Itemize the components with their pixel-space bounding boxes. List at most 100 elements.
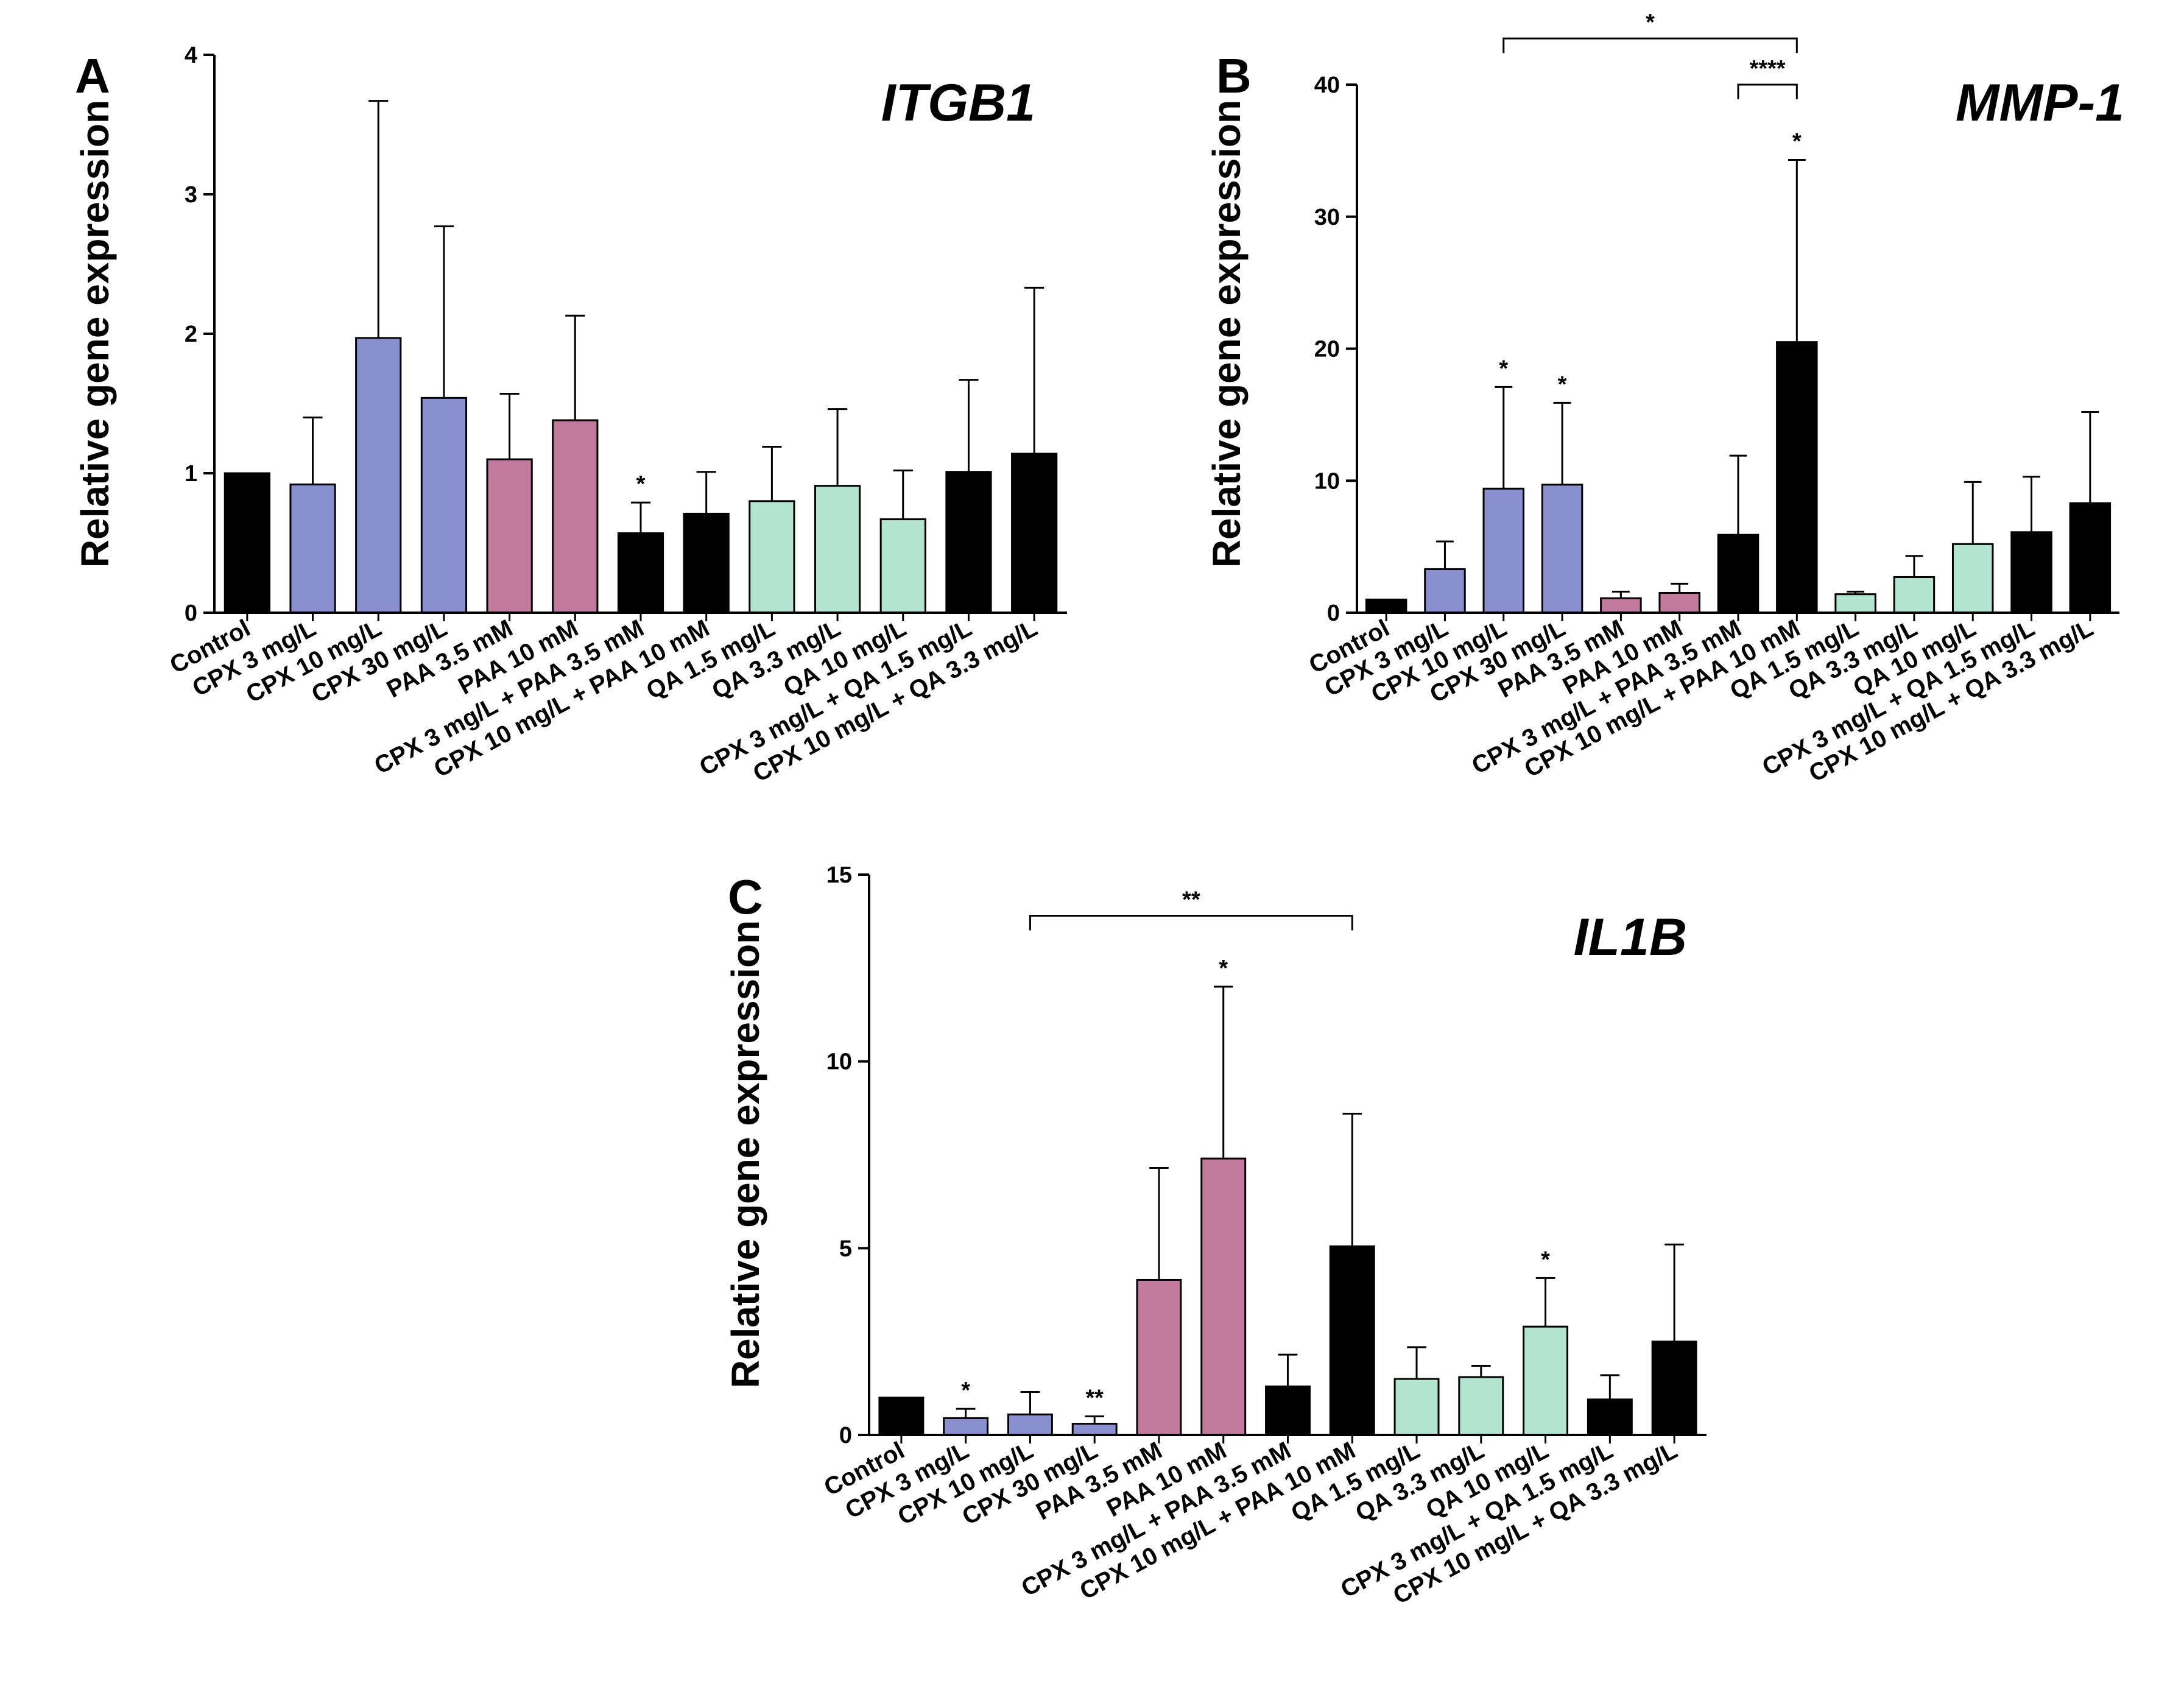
bar xyxy=(1329,1245,1375,1436)
chart-title: MMP-1 xyxy=(1956,74,2124,132)
bar xyxy=(1007,1413,1053,1436)
bar xyxy=(1424,568,1466,614)
y-axis-title: Relative gene expression xyxy=(73,100,117,568)
error-bar xyxy=(1436,540,1454,569)
error-bar xyxy=(630,501,651,534)
error-bar xyxy=(1149,1166,1169,1280)
significance-marker: * xyxy=(1558,372,1567,397)
error-bar xyxy=(2081,411,2099,504)
bar xyxy=(1265,1385,1311,1436)
error-bar xyxy=(1664,1243,1684,1342)
bar xyxy=(1393,1378,1440,1436)
bar xyxy=(486,458,533,614)
y-tick-label: 1 xyxy=(185,461,197,487)
error-bar xyxy=(1342,1113,1362,1247)
y-tick-label: 0 xyxy=(839,1423,852,1448)
error-bar xyxy=(499,392,520,460)
error-bar xyxy=(1024,286,1044,454)
error-bar xyxy=(1788,159,1806,342)
bar xyxy=(1776,341,1818,614)
bar xyxy=(355,337,402,614)
error-bar xyxy=(1847,590,1865,594)
bar xyxy=(420,397,468,614)
bar xyxy=(1458,1376,1504,1436)
y-tick-label: 15 xyxy=(826,862,852,888)
error-bar xyxy=(1278,1353,1298,1387)
y-axis-title: Relative gene expression xyxy=(724,920,767,1388)
error-bar xyxy=(1020,1391,1040,1415)
bar xyxy=(1365,598,1407,614)
panel-letter: A xyxy=(75,49,110,103)
bar xyxy=(1011,453,1058,614)
bar xyxy=(1071,1423,1118,1436)
y-tick-label: 0 xyxy=(1327,601,1340,626)
y-tick-label: 40 xyxy=(1314,72,1340,98)
error-bar xyxy=(1671,582,1689,593)
bracket-label: * xyxy=(1646,10,1655,35)
error-bar xyxy=(1535,1277,1555,1327)
bar xyxy=(1651,1341,1697,1436)
bar xyxy=(1200,1157,1247,1436)
error-bar xyxy=(565,314,585,420)
y-tick-label: 0 xyxy=(185,601,197,626)
panel-letter: B xyxy=(1216,49,1252,103)
bar xyxy=(1893,576,1936,614)
error-bar xyxy=(1213,985,1233,1159)
bar xyxy=(1541,484,1583,614)
significance-marker: * xyxy=(1219,956,1228,981)
bar xyxy=(1717,534,1760,614)
bar xyxy=(1951,543,1994,614)
y-tick-label: 10 xyxy=(826,1049,852,1075)
error-bar xyxy=(1964,481,1982,545)
bar xyxy=(1834,593,1876,614)
significance-marker: * xyxy=(961,1378,970,1403)
significance-bracket xyxy=(1029,914,1353,931)
bar xyxy=(1523,1325,1569,1436)
error-bar xyxy=(434,225,454,398)
error-bar xyxy=(368,100,389,338)
significance-marker: * xyxy=(1541,1247,1550,1272)
bar xyxy=(945,471,992,614)
bar xyxy=(552,419,599,614)
error-bar xyxy=(956,1408,976,1419)
error-bar xyxy=(762,445,782,501)
significance-marker: ** xyxy=(1085,1385,1104,1411)
y-tick-label: 20 xyxy=(1314,337,1340,362)
bar xyxy=(224,472,270,614)
error-bar xyxy=(1600,1374,1620,1400)
bar xyxy=(749,500,795,614)
significance-bracket xyxy=(1737,83,1798,99)
y-tick-label: 30 xyxy=(1314,205,1340,230)
error-bar xyxy=(1495,386,1513,489)
bar xyxy=(2010,531,2052,614)
error-bar xyxy=(1407,1346,1426,1379)
bar xyxy=(1658,591,1700,614)
error-bar xyxy=(2023,476,2040,532)
error-bar xyxy=(1729,454,1747,535)
error-bar xyxy=(1085,1415,1105,1424)
bar xyxy=(1587,1398,1633,1436)
error-bar xyxy=(959,379,979,472)
significance-bracket xyxy=(1502,37,1798,54)
significance-marker: * xyxy=(1792,129,1802,155)
bar xyxy=(879,518,926,614)
error-bar xyxy=(1612,590,1630,599)
error-bar xyxy=(1471,1365,1491,1377)
bar xyxy=(1482,487,1525,614)
bar xyxy=(878,1397,925,1436)
bar xyxy=(1136,1278,1182,1436)
bar xyxy=(617,532,664,614)
error-bar xyxy=(827,408,848,486)
significance-marker: * xyxy=(636,471,646,497)
y-tick-label: 3 xyxy=(185,182,197,208)
error-bar xyxy=(893,469,913,520)
bracket-label: **** xyxy=(1750,56,1786,82)
error-bar xyxy=(696,471,716,514)
y-tick-label: 4 xyxy=(185,43,197,68)
bar xyxy=(814,485,861,614)
error-bar xyxy=(303,416,323,485)
